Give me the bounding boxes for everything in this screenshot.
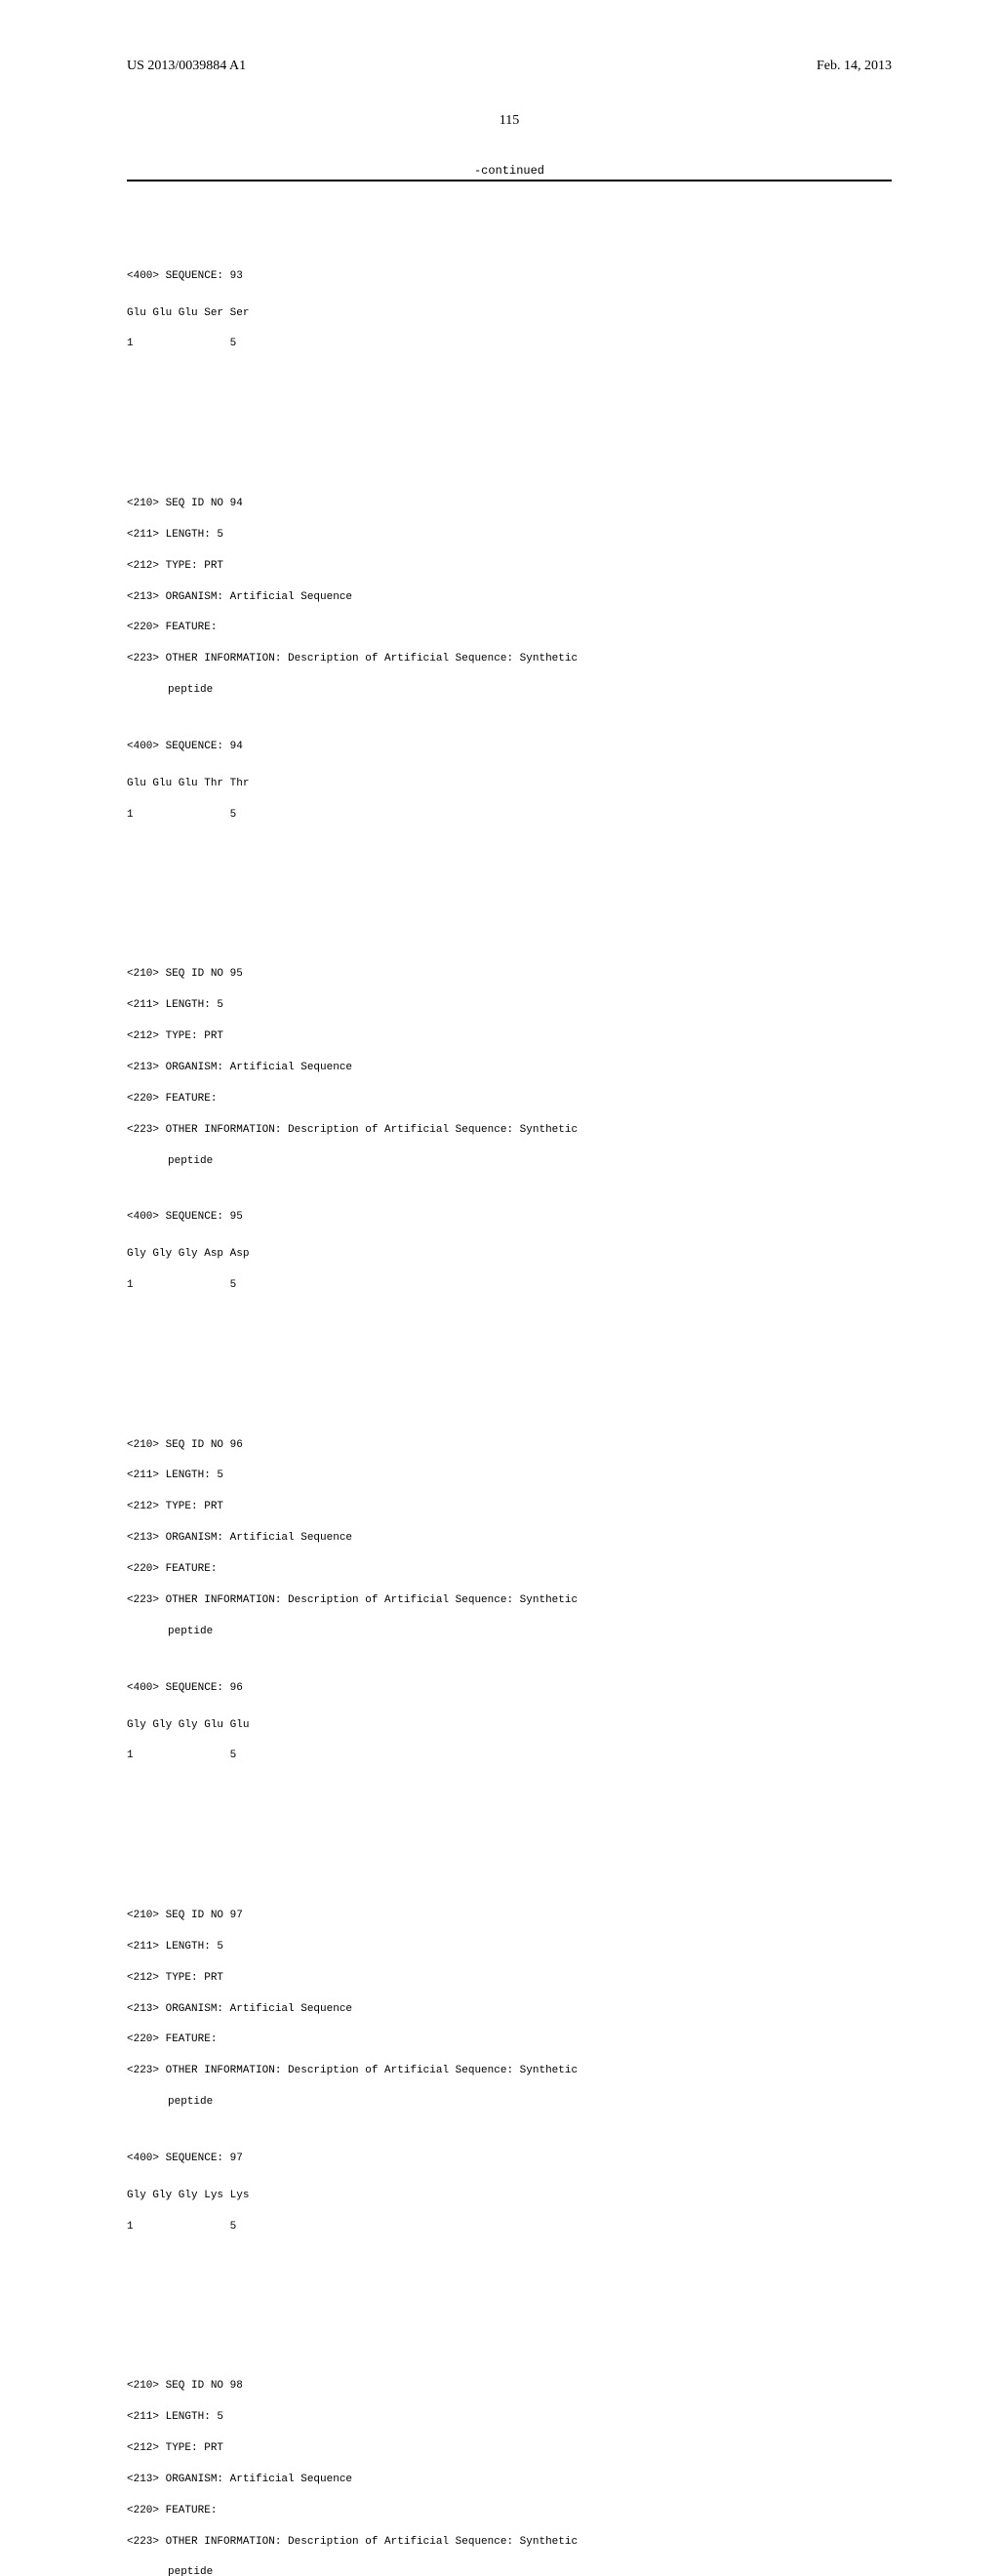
seq-223-line: <223> OTHER INFORMATION: Description of … [127, 1123, 892, 1139]
seq-212-line: <212> TYPE: PRT [127, 1029, 892, 1045]
seq-210-line: <210> SEQ ID NO 95 [127, 967, 892, 983]
seq-211-line: <211> LENGTH: 5 [127, 2410, 892, 2426]
seq-residues: Gly Gly Gly Glu Glu [127, 1718, 892, 1734]
seq-position-numbers: 1 5 [127, 1278, 892, 1294]
seq-223-cont: peptide [127, 1625, 892, 1640]
seq-400-line: <400> SEQUENCE: 93 [127, 269, 892, 285]
seq-220-line: <220> FEATURE: [127, 2504, 892, 2519]
seq-211-line: <211> LENGTH: 5 [127, 998, 892, 1014]
seq-223-cont: peptide [127, 2565, 892, 2576]
horizontal-rule [127, 180, 892, 181]
seq-212-line: <212> TYPE: PRT [127, 1971, 892, 1987]
seq-210-line: <210> SEQ ID NO 98 [127, 2379, 892, 2395]
patent-page: US 2013/0039884 A1 Feb. 14, 2013 115 -co… [0, 0, 999, 1288]
seq-residues: Gly Gly Gly Lys Lys [127, 2189, 892, 2204]
seq-residues: Glu Glu Glu Ser Ser [127, 306, 892, 322]
seq-223-line: <223> OTHER INFORMATION: Description of … [127, 2064, 892, 2079]
seq-223-line: <223> OTHER INFORMATION: Description of … [127, 1593, 892, 1609]
sequence-block: <400> SEQUENCE: 93 Glu Glu Glu Ser Ser 1… [127, 254, 892, 384]
seq-212-line: <212> TYPE: PRT [127, 2441, 892, 2457]
seq-220-line: <220> FEATURE: [127, 2033, 892, 2048]
seq-400-line: <400> SEQUENCE: 97 [127, 2152, 892, 2167]
seq-211-line: <211> LENGTH: 5 [127, 1469, 892, 1484]
seq-210-line: <210> SEQ ID NO 96 [127, 1438, 892, 1454]
seq-212-line: <212> TYPE: PRT [127, 559, 892, 575]
seq-213-line: <213> ORGANISM: Artificial Sequence [127, 1061, 892, 1076]
seq-position-numbers: 1 5 [127, 1749, 892, 1764]
seq-400-line: <400> SEQUENCE: 95 [127, 1210, 892, 1226]
seq-223-cont: peptide [127, 683, 892, 699]
seq-211-line: <211> LENGTH: 5 [127, 528, 892, 543]
seq-212-line: <212> TYPE: PRT [127, 1500, 892, 1515]
seq-211-line: <211> LENGTH: 5 [127, 1940, 892, 1955]
seq-213-line: <213> ORGANISM: Artificial Sequence [127, 590, 892, 606]
page-number: 115 [127, 113, 892, 129]
seq-220-line: <220> FEATURE: [127, 1092, 892, 1107]
sequence-block: <210> SEQ ID NO 95 <211> LENGTH: 5 <212>… [127, 934, 892, 1325]
seq-210-line: <210> SEQ ID NO 97 [127, 1909, 892, 1924]
seq-210-line: <210> SEQ ID NO 94 [127, 497, 892, 512]
sequence-block: <210> SEQ ID NO 94 <211> LENGTH: 5 <212>… [127, 463, 892, 855]
sequence-listing: <400> SEQUENCE: 93 Glu Glu Glu Ser Ser 1… [127, 191, 892, 2576]
page-header: US 2013/0039884 A1 Feb. 14, 2013 [127, 59, 892, 74]
seq-213-line: <213> ORGANISM: Artificial Sequence [127, 2002, 892, 2018]
publication-number: US 2013/0039884 A1 [127, 59, 246, 74]
sequence-block: <210> SEQ ID NO 97 <211> LENGTH: 5 <212>… [127, 1875, 892, 2267]
seq-position-numbers: 1 5 [127, 808, 892, 824]
seq-223-cont: peptide [127, 1154, 892, 1170]
seq-213-line: <213> ORGANISM: Artificial Sequence [127, 1531, 892, 1547]
seq-position-numbers: 1 5 [127, 2220, 892, 2235]
seq-400-line: <400> SEQUENCE: 94 [127, 740, 892, 755]
sequence-block: <210> SEQ ID NO 98 <211> LENGTH: 5 <212>… [127, 2346, 892, 2576]
seq-223-line: <223> OTHER INFORMATION: Description of … [127, 652, 892, 667]
seq-position-numbers: 1 5 [127, 337, 892, 352]
sequence-block: <210> SEQ ID NO 96 <211> LENGTH: 5 <212>… [127, 1405, 892, 1796]
seq-residues: Gly Gly Gly Asp Asp [127, 1247, 892, 1263]
seq-223-line: <223> OTHER INFORMATION: Description of … [127, 2535, 892, 2551]
seq-220-line: <220> FEATURE: [127, 621, 892, 636]
seq-223-cont: peptide [127, 2095, 892, 2111]
continued-label: -continued [127, 164, 892, 178]
seq-220-line: <220> FEATURE: [127, 1562, 892, 1578]
seq-400-line: <400> SEQUENCE: 96 [127, 1681, 892, 1697]
seq-residues: Glu Glu Glu Thr Thr [127, 777, 892, 792]
publication-date: Feb. 14, 2013 [817, 59, 892, 74]
seq-213-line: <213> ORGANISM: Artificial Sequence [127, 2473, 892, 2488]
